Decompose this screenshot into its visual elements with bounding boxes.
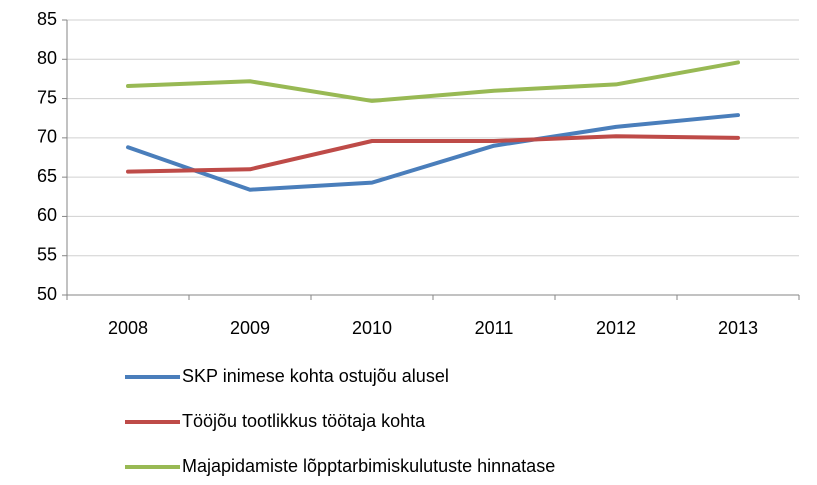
x-tick-label: 2011 — [475, 318, 514, 338]
series-line — [126, 60, 740, 103]
x-tick-label: 2012 — [596, 318, 636, 338]
y-tick-label: 85 — [37, 9, 57, 29]
y-tick-label: 65 — [37, 166, 57, 186]
x-tick-label: 2013 — [718, 318, 758, 338]
legend-label: Majapidamiste lõpptarbimiskulutuste hinn… — [182, 456, 555, 476]
y-tick-label: 55 — [37, 244, 57, 264]
y-tick-label: 60 — [37, 205, 57, 225]
y-tick-label: 75 — [37, 87, 57, 107]
x-tick-label: 2010 — [352, 318, 392, 338]
x-tick-label: 2009 — [230, 318, 270, 338]
y-tick-label: 80 — [37, 48, 57, 68]
series-line — [126, 134, 740, 174]
y-tick-label: 70 — [37, 127, 57, 147]
legend-label: SKP inimese kohta ostujõu alusel — [182, 366, 449, 386]
x-tick-label: 2008 — [108, 318, 148, 338]
y-tick-label: 50 — [37, 284, 57, 304]
series-line — [126, 113, 740, 192]
legend-label: Tööjõu tootlikkus töötaja kohta — [182, 411, 426, 431]
